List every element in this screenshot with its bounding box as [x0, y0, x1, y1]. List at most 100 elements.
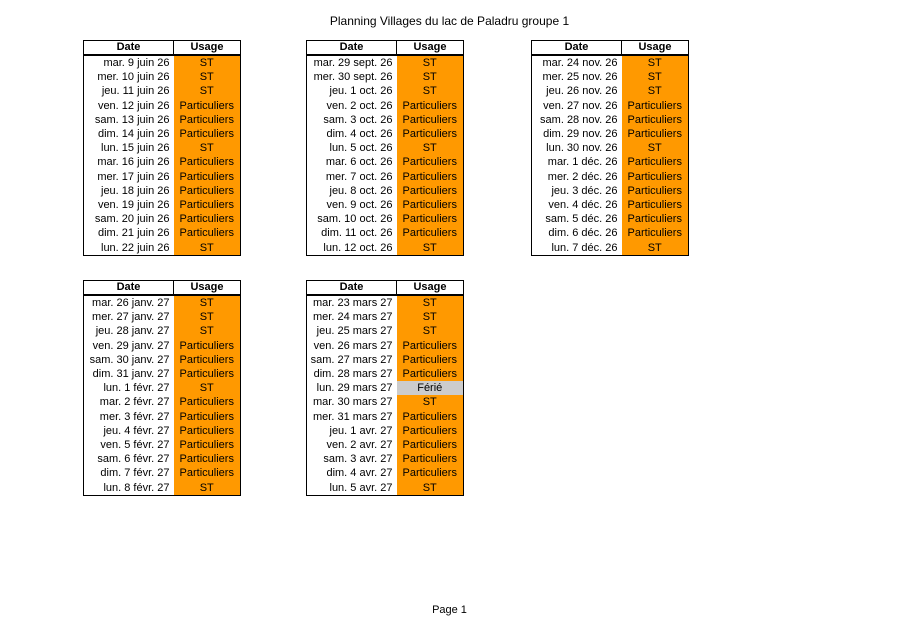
table-row: mar. 6 oct. 26 Particuliers — [306, 155, 464, 170]
table-row: lun. 1 févr. 27 ST — [83, 381, 241, 396]
usage-cell: Particuliers — [396, 127, 464, 142]
usage-cell: Particuliers — [396, 367, 464, 382]
usage-cell: ST — [173, 70, 241, 85]
usage-cell: Particuliers — [621, 127, 689, 142]
usage-cell: ST — [621, 141, 689, 156]
date-cell: dim. 29 nov. 26 — [531, 127, 622, 142]
planning-grid: Date Usage mar. 26 janv. 27 ST mer. 27 janv.… — [83, 280, 241, 496]
date-column-header: Date — [306, 280, 397, 296]
date-cell: dim. 4 oct. 26 — [306, 127, 397, 142]
planning-grid: Date Usage mar. 24 nov. 26 ST mer. 25 nov. 2… — [531, 40, 689, 256]
usage-cell: Particuliers — [621, 155, 689, 170]
usage-cell: Particuliers — [173, 212, 241, 227]
date-cell: dim. 7 févr. 27 — [83, 466, 174, 481]
usage-cell: Particuliers — [173, 352, 241, 368]
usage-cell: ST — [173, 324, 241, 339]
table-row: mar. 16 juin 26 Particuliers — [83, 155, 241, 170]
usage-cell: Particuliers — [173, 226, 241, 241]
usage-cell: ST — [396, 310, 464, 325]
usage-cell: Particuliers — [173, 98, 241, 113]
date-cell: sam. 3 avr. 27 — [306, 452, 397, 467]
usage-cell: ST — [396, 240, 464, 256]
date-cell: mar. 29 sept. 26 — [306, 55, 397, 71]
table-row: jeu. 1 avr. 27 Particuliers — [306, 423, 464, 439]
table-row: sam. 5 déc. 26 Particuliers — [531, 212, 689, 227]
usage-cell: ST — [173, 84, 241, 99]
usage-cell: Particuliers — [396, 226, 464, 241]
date-cell: jeu. 18 juin 26 — [83, 183, 174, 199]
date-column-header: Date — [306, 40, 397, 56]
header-row: Date Usage — [531, 40, 689, 56]
date-cell: lun. 22 juin 26 — [83, 240, 174, 256]
usage-cell: ST — [396, 70, 464, 85]
date-cell: sam. 6 févr. 27 — [83, 452, 174, 467]
usage-cell-ferie: Férié — [396, 381, 464, 396]
usage-cell: Particuliers — [396, 198, 464, 213]
table-row: dim. 4 avr. 27 Particuliers — [306, 466, 464, 481]
planning-grid: Date Usage mar. 29 sept. 26 ST mer. 30 sept.… — [306, 40, 464, 256]
table-row: lun. 8 févr. 27 ST — [83, 480, 241, 496]
date-cell: sam. 5 déc. 26 — [531, 212, 622, 227]
usage-cell: ST — [396, 55, 464, 71]
usage-cell: ST — [173, 381, 241, 396]
usage-cell: Particuliers — [621, 98, 689, 113]
usage-cell: Particuliers — [396, 155, 464, 170]
table-row: jeu. 11 juin 26 ST — [83, 84, 241, 99]
table-row: sam. 10 oct. 26 Particuliers — [306, 212, 464, 227]
table-row: jeu. 1 oct. 26 ST — [306, 84, 464, 99]
usage-cell: Particuliers — [621, 169, 689, 184]
date-cell: sam. 13 juin 26 — [83, 112, 174, 128]
usage-cell: Particuliers — [173, 466, 241, 481]
usage-cell: Particuliers — [396, 183, 464, 199]
date-cell: lun. 15 juin 26 — [83, 141, 174, 156]
date-cell: ven. 19 juin 26 — [83, 198, 174, 213]
date-cell: ven. 5 févr. 27 — [83, 438, 174, 453]
table-row: lun. 5 avr. 27 ST — [306, 480, 464, 496]
table-row: dim. 31 janv. 27 Particuliers — [83, 367, 241, 382]
date-cell: ven. 12 juin 26 — [83, 98, 174, 113]
usage-column-header: Usage — [621, 40, 689, 56]
table-row: lun. 30 nov. 26 ST — [531, 141, 689, 156]
planning-table-3: Date Usage mar. 24 nov. 26 ST mer. 25 nov. 2… — [531, 40, 689, 256]
date-cell: lun. 1 févr. 27 — [83, 381, 174, 396]
table-row: dim. 6 déc. 26 Particuliers — [531, 226, 689, 241]
table-row: ven. 5 févr. 27 Particuliers — [83, 438, 241, 453]
usage-cell: Particuliers — [396, 112, 464, 128]
table-row: dim. 14 juin 26 Particuliers — [83, 127, 241, 142]
planning-grid: Date Usage mar. 9 juin 26 ST mer. 10 juin 26… — [83, 40, 241, 256]
table-row: dim. 21 juin 26 Particuliers — [83, 226, 241, 241]
table-row: jeu. 28 janv. 27 ST — [83, 324, 241, 339]
table-row: lun. 12 oct. 26 ST — [306, 240, 464, 256]
date-cell: jeu. 11 juin 26 — [83, 84, 174, 99]
header-row: Date Usage — [306, 280, 464, 296]
table-row: mar. 24 nov. 26 ST — [531, 55, 689, 71]
usage-cell: Particuliers — [173, 409, 241, 424]
table-row: dim. 4 oct. 26 Particuliers — [306, 127, 464, 142]
table-row: ven. 26 mars 27 Particuliers — [306, 338, 464, 353]
usage-cell: Particuliers — [173, 338, 241, 353]
usage-cell: ST — [173, 55, 241, 71]
date-cell: jeu. 3 déc. 26 — [531, 183, 622, 199]
usage-cell: Particuliers — [173, 367, 241, 382]
date-cell: mar. 30 mars 27 — [306, 395, 397, 410]
table-row: mer. 24 mars 27 ST — [306, 310, 464, 325]
usage-cell: ST — [396, 141, 464, 156]
usage-cell: Particuliers — [396, 423, 464, 439]
date-cell: mer. 31 mars 27 — [306, 409, 397, 424]
table-row: mar. 30 mars 27 ST — [306, 395, 464, 410]
planning-table-5: Date Usage mar. 23 mars 27 ST mer. 24 mars 2… — [306, 280, 464, 496]
table-row: mer. 27 janv. 27 ST — [83, 310, 241, 325]
usage-cell: ST — [621, 84, 689, 99]
table-row: sam. 13 juin 26 Particuliers — [83, 112, 241, 128]
table-row: mer. 31 mars 27 Particuliers — [306, 409, 464, 424]
usage-cell: Particuliers — [396, 169, 464, 184]
usage-cell: Particuliers — [396, 98, 464, 113]
usage-cell: ST — [621, 240, 689, 256]
table-row: ven. 19 juin 26 Particuliers — [83, 198, 241, 213]
usage-cell: Particuliers — [173, 395, 241, 410]
usage-cell: ST — [396, 295, 464, 311]
table-row: sam. 28 nov. 26 Particuliers — [531, 112, 689, 128]
table-row: mer. 25 nov. 26 ST — [531, 70, 689, 85]
usage-cell: Particuliers — [173, 183, 241, 199]
